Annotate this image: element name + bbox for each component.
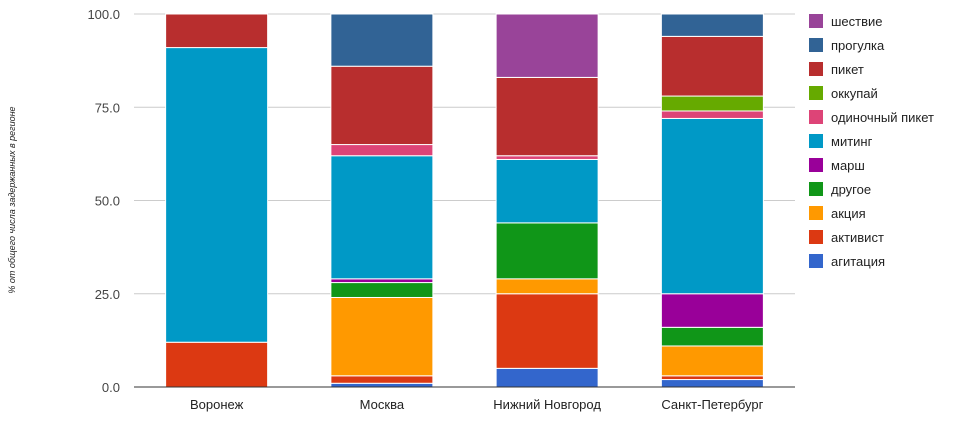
legend: шествие прогулка пикет оккупай одиночный пик… xyxy=(809,14,934,269)
legend-label: агитация xyxy=(831,254,885,269)
bar-segment[interactable] xyxy=(495,13,599,78)
legend-label: оккупай xyxy=(831,86,878,101)
bar-segment[interactable] xyxy=(495,293,599,369)
legend-label: активист xyxy=(831,230,884,245)
bar-segment[interactable] xyxy=(495,155,599,160)
bar-segment[interactable] xyxy=(660,117,764,295)
legend-label: прогулка xyxy=(831,38,885,53)
legend-item[interactable]: агитация xyxy=(809,254,885,269)
x-tick-label: Воронеж xyxy=(190,397,244,412)
legend-item[interactable]: прогулка xyxy=(809,38,885,53)
legend-item[interactable]: другое xyxy=(809,182,871,197)
legend-swatch xyxy=(809,38,823,52)
y-tick-label: 50.0 xyxy=(95,194,120,209)
legend-swatch xyxy=(809,110,823,124)
legend-label: митинг xyxy=(831,134,873,149)
legend-label: одиночный пикет xyxy=(831,110,934,125)
bar-segment[interactable] xyxy=(330,375,434,384)
legend-item[interactable]: пикет xyxy=(809,62,864,77)
bar-segment[interactable] xyxy=(660,293,764,328)
legend-swatch xyxy=(809,14,823,28)
bar-segment[interactable] xyxy=(330,13,434,67)
y-tick-label: 0.0 xyxy=(102,380,120,395)
legend-item[interactable]: марш xyxy=(809,158,865,173)
bar-segment[interactable] xyxy=(495,76,599,157)
legend-swatch xyxy=(809,158,823,172)
x-axis-categories: Воронеж Москва Нижний Новгород Санкт-Петерб… xyxy=(190,397,764,412)
legend-item[interactable]: акция xyxy=(809,206,866,221)
legend-item[interactable]: шествие xyxy=(809,14,883,29)
legend-swatch xyxy=(809,62,823,76)
legend-swatch xyxy=(809,86,823,100)
legend-item[interactable]: активист xyxy=(809,230,884,245)
bar-segment[interactable] xyxy=(660,326,764,347)
bar-segment[interactable] xyxy=(660,35,764,97)
bar-segment[interactable] xyxy=(495,158,599,224)
bar-segment[interactable] xyxy=(660,110,764,119)
bar-segment[interactable] xyxy=(495,367,599,388)
legend-swatch xyxy=(809,206,823,220)
legend-label: другое xyxy=(831,182,871,197)
y-tick-label: 75.0 xyxy=(95,100,120,115)
bar-segment[interactable] xyxy=(660,13,764,37)
legend-label: марш xyxy=(831,158,865,173)
y-tick-label: 100.0 xyxy=(87,7,120,22)
legend-swatch xyxy=(809,182,823,196)
y-tick-label: 25.0 xyxy=(95,287,120,302)
x-tick-label: Санкт-Петербург xyxy=(661,397,763,412)
legend-swatch xyxy=(809,134,823,148)
legend-label: акция xyxy=(831,206,866,221)
bar-segment[interactable] xyxy=(330,282,434,298)
legend-item[interactable]: митинг xyxy=(809,134,873,149)
bar-segment[interactable] xyxy=(660,95,764,112)
bar-segment[interactable] xyxy=(330,296,434,377)
bar-segment[interactable] xyxy=(660,379,764,388)
bar-segment[interactable] xyxy=(165,47,269,343)
bar-segment[interactable] xyxy=(495,222,599,280)
bar-segment[interactable] xyxy=(330,155,434,280)
legend-swatch xyxy=(809,230,823,244)
bar-segment[interactable] xyxy=(330,144,434,157)
y-axis-label: % от общего числа задержанных в регионе xyxy=(7,106,17,293)
bar-segment[interactable] xyxy=(495,278,599,295)
bar-segment[interactable] xyxy=(165,13,269,49)
bar-segment[interactable] xyxy=(165,341,269,388)
bar-segment[interactable] xyxy=(660,345,764,377)
legend-label: шествие xyxy=(831,14,883,29)
legend-item[interactable]: одиночный пикет xyxy=(809,110,934,125)
legend-item[interactable]: оккупай xyxy=(809,86,878,101)
legend-label: пикет xyxy=(831,62,864,77)
bars xyxy=(165,13,764,388)
x-tick-label: Москва xyxy=(360,397,405,412)
bar-segment[interactable] xyxy=(330,382,434,388)
bar-segment[interactable] xyxy=(660,375,764,381)
y-axis-ticks: 0.0 25.0 50.0 75.0 100.0 xyxy=(87,7,120,395)
bar-segment[interactable] xyxy=(330,65,434,146)
x-tick-label: Нижний Новгород xyxy=(493,397,601,412)
bar-segment[interactable] xyxy=(330,278,434,284)
legend-swatch xyxy=(809,254,823,268)
